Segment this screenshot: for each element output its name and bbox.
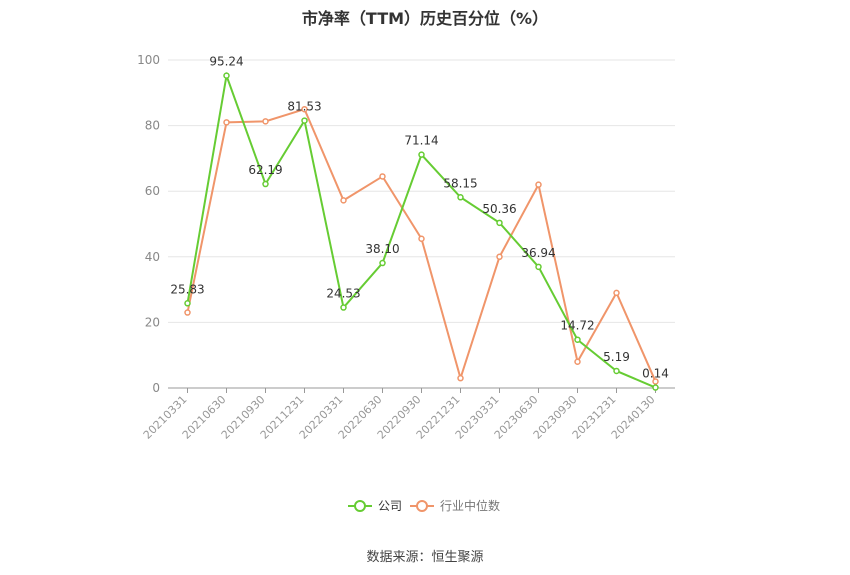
data-point: [223, 72, 230, 79]
data-point: [340, 197, 347, 204]
data-point: [301, 105, 308, 113]
data-point: [613, 367, 620, 375]
data-label: 24.53: [326, 287, 360, 301]
series-line-industry-median: [186, 107, 657, 382]
y-tick-label: 80: [145, 119, 160, 133]
data-label: 36.94: [521, 246, 555, 260]
y-tick-label: 20: [145, 315, 160, 329]
data-point: [535, 263, 542, 271]
data-source: 数据来源：恒生聚源: [366, 550, 484, 565]
data-label: 5.19: [603, 350, 630, 364]
data-label: 50.36: [482, 202, 516, 216]
data-label: 95.24: [209, 55, 243, 69]
data-point: [223, 119, 230, 126]
data-point: [262, 180, 269, 188]
data-label: 0.14: [642, 367, 669, 381]
data-label: 62.19: [248, 163, 282, 177]
data-point: [652, 384, 659, 391]
data-point: [496, 219, 503, 227]
data-point: [613, 289, 620, 297]
data-point: [574, 336, 581, 343]
y-tick-label: 40: [145, 250, 160, 264]
data-point: [262, 118, 269, 125]
data-point: [457, 194, 464, 201]
y-tick-label: 100: [137, 53, 160, 67]
chart-title: 市净率（TTM）历史百分位（%）: [301, 9, 549, 28]
data-point: [184, 300, 191, 307]
legend-swatch-marker: [416, 500, 428, 512]
legend-swatch-marker: [354, 500, 366, 512]
data-point: [379, 259, 386, 267]
data-label: 81.53: [287, 100, 321, 114]
data-point: [652, 378, 659, 385]
legend-label: 行业中位数: [440, 498, 500, 513]
data-point: [418, 151, 425, 158]
data-point: [379, 173, 386, 180]
data-label: 38.10: [365, 242, 399, 256]
data-label: 58.15: [443, 176, 477, 190]
legend-label: 公司: [378, 499, 402, 513]
data-point: [418, 235, 425, 243]
data-label: 71.14: [404, 134, 438, 148]
data-point: [340, 304, 347, 311]
data-point: [184, 309, 191, 316]
data-point: [457, 374, 464, 382]
data-label: 14.72: [560, 319, 594, 333]
data-point: [535, 181, 542, 188]
data-point: [574, 358, 581, 366]
data-label: 25.83: [170, 282, 204, 296]
data-point: [496, 253, 503, 261]
data-point: [301, 117, 308, 124]
y-tick-label: 60: [145, 184, 160, 198]
y-tick-label: 0: [152, 381, 160, 395]
